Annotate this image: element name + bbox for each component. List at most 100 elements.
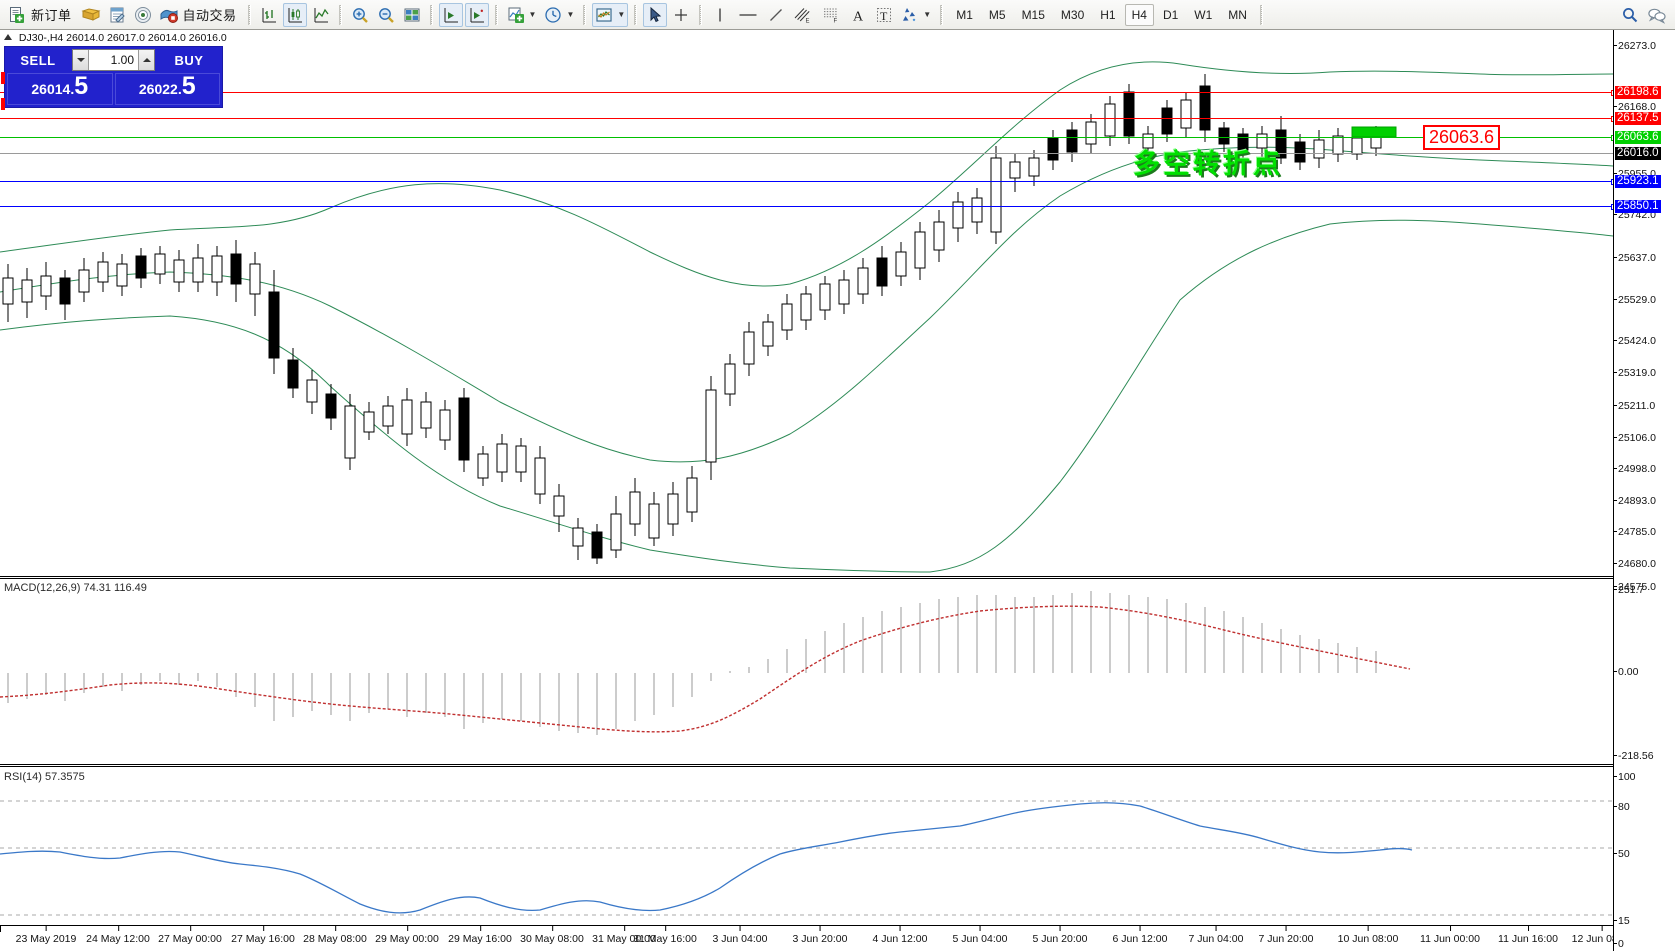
- toolbar-separator: [634, 4, 638, 25]
- price-tick: 25637.0: [1614, 252, 1656, 264]
- crosshair-icon: [672, 6, 690, 24]
- time-tick: 7 Jun 04:00: [1188, 926, 1244, 945]
- chevron-up-icon: [142, 58, 151, 62]
- price-scale[interactable]: 26273.0 26168.0 25955.0 25742.0 25637.0 …: [1613, 30, 1675, 951]
- zoom-in-button[interactable]: [348, 3, 372, 27]
- text-button[interactable]: A: [846, 3, 870, 27]
- cursor-button[interactable]: [643, 2, 668, 27]
- chevron-down-icon: [76, 58, 85, 62]
- metaeditor-button[interactable]: [105, 3, 129, 27]
- autotrade-button[interactable]: 自动交易: [157, 3, 242, 27]
- new-order-button[interactable]: 新订单: [5, 3, 77, 27]
- toolbar-separator: [494, 4, 498, 25]
- volume-decrease-button[interactable]: [73, 50, 89, 70]
- price-label-resistance-1: 26198.6: [1615, 86, 1661, 99]
- bid-price-dot: .: [70, 81, 75, 97]
- chart-shift-button[interactable]: [438, 2, 463, 27]
- chevron-down-icon[interactable]: ▼: [923, 10, 932, 19]
- auto-scroll-button[interactable]: [464, 2, 489, 27]
- navigator-button[interactable]: [131, 3, 155, 27]
- sell-button[interactable]: SELL: [20, 52, 56, 68]
- rsi-tick: 0: [1614, 938, 1624, 950]
- toolbar-separator: [1259, 4, 1263, 25]
- timeframe-h4[interactable]: H4: [1124, 3, 1154, 26]
- templates-icon: [595, 6, 613, 24]
- svg-text:T: T: [880, 9, 888, 23]
- timeframe-m30[interactable]: M30: [1060, 7, 1085, 22]
- symbol-ohlc-text: DJ30-,H4 26014.0 26017.0 26014.0 26016.0: [18, 32, 227, 44]
- equidistant-channel-button[interactable]: E: [790, 3, 816, 27]
- price-tick: 24998.0: [1614, 463, 1656, 475]
- macd-pane[interactable]: MACD(12,26,9) 74.31 116.49: [0, 581, 1613, 766]
- time-tick: 27 May 00:00: [158, 926, 222, 945]
- chart-area[interactable]: 多空转折点 26063.6 MACD(12,26,9) 74.31 116.49: [0, 30, 1675, 951]
- level-line-25923[interactable]: [0, 179, 1617, 185]
- cursor-icon: [646, 6, 664, 24]
- toolbar-separator: [247, 4, 251, 25]
- time-tick: 27 May 16:00: [231, 926, 295, 945]
- search-icon: [1621, 6, 1639, 24]
- price-tick: 24680.0: [1614, 558, 1656, 570]
- bid-price-int: 26014: [31, 81, 71, 97]
- open-data-folder-button[interactable]: [79, 3, 103, 27]
- trendline-button[interactable]: [764, 3, 788, 27]
- rsi-pane[interactable]: RSI(14) 57.3575: [0, 770, 1613, 950]
- horizontal-line-icon: [737, 6, 759, 24]
- volume-stepper[interactable]: 1.00: [72, 49, 155, 71]
- timeframe-m15[interactable]: M15: [1021, 7, 1045, 22]
- level-line-26198[interactable]: [0, 90, 1617, 96]
- chevron-down-icon[interactable]: ▼: [566, 10, 575, 19]
- indicators-button[interactable]: ▼: [504, 3, 540, 27]
- line-chart-button[interactable]: [309, 3, 333, 27]
- one-click-trading-panel[interactable]: SELL 1.00 BUY 26014 . 5: [1, 46, 223, 110]
- time-tick: 23 May 2019: [15, 926, 77, 945]
- zoom-out-button[interactable]: [374, 3, 398, 27]
- price-label-pivot: 26063.6: [1615, 131, 1661, 144]
- crosshair-button[interactable]: [669, 3, 693, 27]
- time-tick: 29 May 16:00: [448, 926, 512, 945]
- svg-text:E: E: [806, 18, 810, 24]
- search-button[interactable]: [1618, 3, 1642, 27]
- ask-price-dot: .: [177, 81, 182, 97]
- timeframe-h1[interactable]: H1: [1100, 7, 1116, 22]
- timeframe-w1[interactable]: W1: [1194, 7, 1213, 22]
- grid-button[interactable]: [400, 3, 424, 27]
- chevron-down-icon[interactable]: ▼: [617, 10, 626, 19]
- time-axis[interactable]: 23 May 2019 24 May 12:00 27 May 00:00 27…: [0, 925, 1632, 951]
- collapse-triangle-icon[interactable]: [4, 34, 12, 40]
- shapes-button[interactable]: ▼: [898, 3, 934, 27]
- macd-tick: -218.56: [1614, 750, 1654, 762]
- level-marker-red-2: [1, 98, 5, 110]
- text-label-button[interactable]: T: [872, 3, 896, 27]
- time-tick: 29 May 00:00: [375, 926, 439, 945]
- volume-input[interactable]: 1.00: [89, 50, 138, 70]
- chat-button[interactable]: [1644, 3, 1670, 27]
- timeframe-d1[interactable]: D1: [1162, 7, 1179, 22]
- metaeditor-icon: [108, 6, 126, 24]
- bar-chart-button[interactable]: [257, 3, 281, 27]
- level-line-26063[interactable]: [0, 135, 1617, 141]
- time-tick: 3 Jun 04:00: [712, 926, 768, 945]
- chart-annotation-text[interactable]: 多空转折点: [1133, 149, 1283, 180]
- price-pane[interactable]: 多空转折点 26063.6: [0, 30, 1617, 575]
- text-label-icon: T: [875, 6, 893, 24]
- vertical-line-button[interactable]: [708, 3, 732, 27]
- timeframe-m5[interactable]: M5: [988, 7, 1006, 22]
- time-tick: 28 May 08:00: [303, 926, 367, 945]
- chevron-down-icon[interactable]: ▼: [528, 10, 537, 19]
- timeframe-m1[interactable]: M1: [956, 7, 973, 22]
- bid-price[interactable]: 26014 . 5: [7, 73, 113, 105]
- level-line-25850[interactable]: [0, 204, 1617, 210]
- horizontal-line-button[interactable]: [734, 3, 762, 27]
- ask-price[interactable]: 26022 . 5: [114, 73, 220, 105]
- timeframe-mn[interactable]: MN: [1228, 7, 1247, 22]
- candlestick-chart-button[interactable]: [282, 2, 307, 27]
- level-line-26137[interactable]: [0, 116, 1617, 122]
- time-tick: 10 Jun 08:00: [1337, 926, 1399, 945]
- buy-button[interactable]: BUY: [174, 52, 204, 68]
- period-button[interactable]: ▼: [541, 3, 577, 27]
- time-tick: 3 Jun 20:00: [792, 926, 848, 945]
- templates-button[interactable]: ▼: [592, 2, 629, 27]
- fibonacci-button[interactable]: F: [818, 3, 844, 27]
- volume-increase-button[interactable]: [138, 50, 154, 70]
